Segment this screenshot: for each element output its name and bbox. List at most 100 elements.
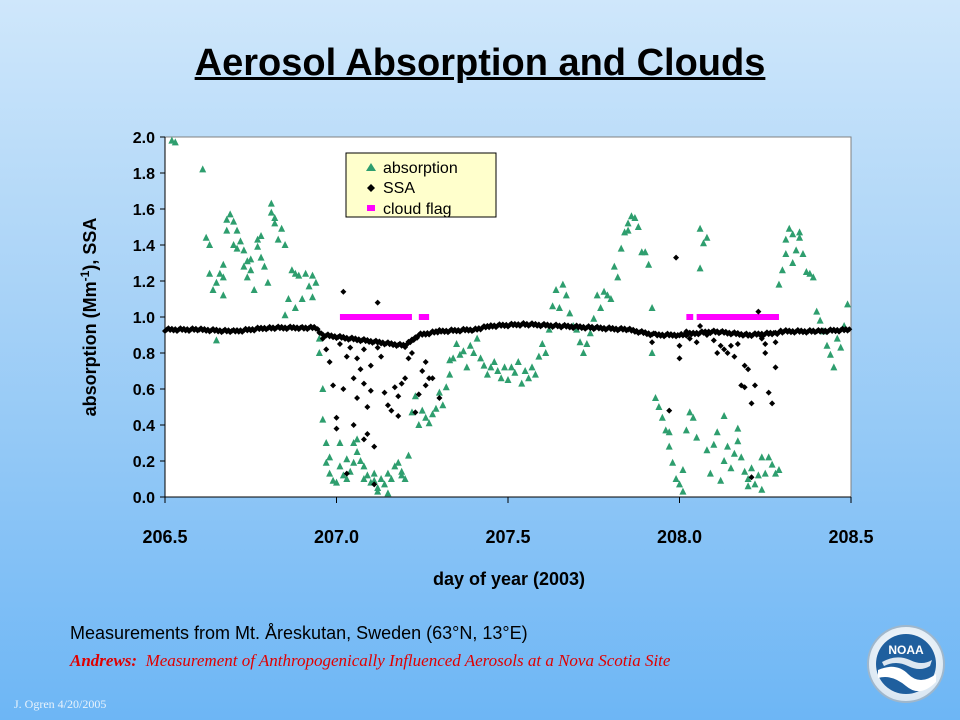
ssa-point bbox=[340, 288, 347, 295]
ssa-point bbox=[762, 350, 769, 356]
absorption-point bbox=[559, 280, 567, 288]
absorption-point bbox=[700, 239, 708, 247]
cloud-flag-series bbox=[339, 314, 779, 320]
x-axis-label: day of year (2003) bbox=[433, 569, 585, 589]
absorption-point bbox=[459, 347, 467, 355]
absorption-point bbox=[727, 464, 735, 472]
absorption-point bbox=[374, 484, 382, 491]
absorption-point bbox=[720, 457, 728, 464]
ssa-point bbox=[388, 407, 395, 414]
absorption-point bbox=[429, 410, 437, 418]
absorption-point bbox=[765, 453, 773, 461]
absorption-point bbox=[796, 233, 804, 241]
absorption-point bbox=[422, 413, 430, 421]
absorption-point bbox=[480, 361, 488, 369]
ssa-point bbox=[398, 380, 405, 387]
absorption-point bbox=[775, 466, 783, 473]
absorption-point bbox=[518, 379, 526, 387]
absorption-point bbox=[796, 228, 804, 236]
x-tick-label: 207.5 bbox=[485, 527, 530, 547]
absorption-point bbox=[206, 241, 214, 248]
ssa-point bbox=[714, 350, 721, 356]
ssa-point bbox=[422, 382, 429, 389]
ssa-point bbox=[741, 362, 748, 369]
absorption-point bbox=[631, 214, 639, 221]
ssa-point bbox=[676, 342, 683, 349]
absorption-point bbox=[645, 260, 653, 268]
absorption-point bbox=[425, 419, 433, 427]
absorption-point bbox=[240, 246, 248, 254]
absorption-point bbox=[573, 325, 581, 333]
absorption-point bbox=[542, 349, 550, 356]
ssa-point bbox=[422, 359, 429, 365]
absorption-point bbox=[247, 266, 255, 274]
absorption-point bbox=[785, 224, 793, 232]
x-axis: 206.5 207.0 207.5 208.0 208.5 bbox=[142, 496, 874, 547]
absorption-point bbox=[260, 262, 268, 270]
absorption-point bbox=[336, 462, 344, 470]
ssa-point bbox=[378, 353, 385, 360]
cloud-flag-segment bbox=[686, 314, 694, 320]
absorption-point bbox=[501, 363, 509, 371]
absorption-point bbox=[624, 226, 632, 234]
absorption-point bbox=[315, 349, 323, 356]
y-tick-label: 1.0 bbox=[133, 310, 155, 327]
absorption-point bbox=[583, 340, 591, 347]
absorption-point bbox=[624, 219, 632, 227]
ssa-point bbox=[415, 391, 422, 398]
absorption-point bbox=[525, 374, 533, 382]
absorption-point bbox=[212, 336, 220, 344]
absorption-point bbox=[274, 235, 282, 243]
absorption-point bbox=[339, 471, 347, 479]
absorption-point bbox=[614, 273, 622, 281]
absorption-point bbox=[411, 392, 419, 400]
absorption-point bbox=[621, 228, 629, 236]
absorption-point bbox=[521, 367, 529, 374]
absorption-point bbox=[377, 475, 385, 482]
absorption-point bbox=[449, 354, 457, 362]
absorption-point bbox=[233, 226, 241, 234]
ssa-point bbox=[745, 366, 752, 373]
absorption-point bbox=[648, 304, 656, 311]
absorption-point bbox=[761, 469, 769, 477]
absorption-point bbox=[415, 421, 423, 428]
absorption-point bbox=[531, 370, 539, 378]
absorption-point bbox=[483, 370, 491, 378]
y-tick-label: 1.2 bbox=[133, 274, 155, 291]
absorption-point bbox=[806, 269, 814, 277]
ssa-point bbox=[405, 355, 412, 362]
ssa-point bbox=[340, 386, 347, 392]
ssa-point bbox=[751, 382, 758, 389]
absorption-point bbox=[295, 271, 303, 279]
ssa-point bbox=[350, 375, 357, 382]
absorption-point bbox=[799, 250, 807, 257]
ssa-point bbox=[755, 308, 762, 315]
absorption-point bbox=[308, 293, 316, 301]
legend-cloud-flag-marker bbox=[367, 205, 375, 211]
absorption-point bbox=[641, 248, 649, 256]
absorption-point bbox=[446, 370, 454, 378]
absorption-point bbox=[236, 237, 244, 245]
y-axis-label-tail: ), SSA bbox=[80, 218, 100, 271]
absorption-point bbox=[387, 475, 395, 482]
absorption-point bbox=[357, 457, 365, 464]
absorption-point bbox=[336, 439, 344, 446]
ssa-point bbox=[350, 422, 357, 428]
absorption-point bbox=[586, 329, 594, 337]
ssa-point bbox=[354, 355, 361, 362]
ssa-point bbox=[360, 380, 367, 387]
ssa-point bbox=[371, 481, 378, 488]
absorption-point bbox=[593, 291, 601, 299]
author-date: J. Ogren 4/20/2005 bbox=[14, 697, 107, 711]
absorption-point bbox=[233, 244, 241, 252]
absorption-point bbox=[844, 300, 852, 308]
ssa-point bbox=[336, 341, 343, 347]
absorption-point bbox=[391, 462, 399, 470]
absorption-point bbox=[284, 295, 292, 302]
absorption-point bbox=[418, 406, 426, 414]
cloud-flag-segment bbox=[696, 314, 779, 320]
absorption-point bbox=[254, 235, 262, 243]
absorption-point bbox=[384, 469, 392, 477]
ssa-point bbox=[426, 375, 433, 382]
ssa-point bbox=[333, 414, 340, 421]
